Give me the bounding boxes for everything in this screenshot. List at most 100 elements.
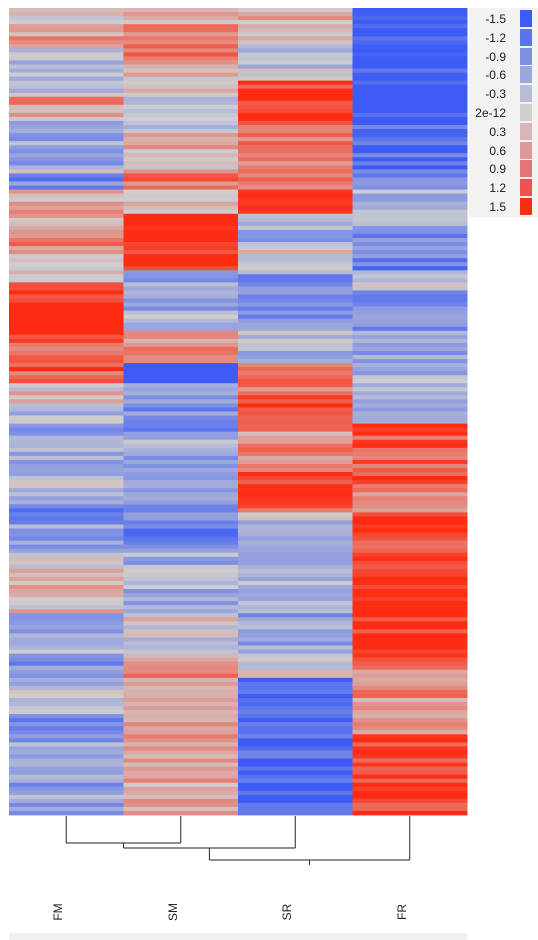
heatmap-cell-fr [352, 532, 468, 537]
heatmap-cell-fr [352, 52, 468, 57]
heatmap-cell-fr [352, 290, 468, 295]
heatmap-cell-sr [238, 782, 353, 788]
heatmap-cell-fm [9, 463, 124, 469]
heatmap-cell-sm [123, 116, 239, 122]
heatmap-cell-fr [352, 96, 468, 102]
heatmap-cell-sr [238, 92, 353, 98]
heatmap-cell-fm [9, 633, 124, 638]
heatmap-cell-sr [238, 250, 353, 255]
heatmap-cell-fm [9, 346, 124, 352]
heatmap-cell-fm [9, 685, 124, 691]
heatmap-cell-sr [238, 778, 353, 784]
heatmap-cell-sm [123, 702, 239, 707]
heatmap-cell-fm [9, 653, 124, 659]
heatmap-cell-sm [123, 157, 239, 162]
heatmap-cell-fr [352, 399, 468, 404]
heatmap-cell-fm [9, 76, 124, 82]
heatmap-cell-fm [9, 758, 124, 763]
heatmap-cell-fm [9, 242, 124, 247]
heatmap-cell-sm [123, 213, 239, 219]
heatmap-cell-fm [9, 488, 124, 493]
heatmap-cell-sm [123, 536, 239, 542]
heatmap-cell-fr [352, 782, 468, 788]
heatmap-cell-sm [123, 774, 239, 780]
heatmap-cell-fr [352, 278, 468, 283]
heatmap-cell-sm [123, 189, 239, 195]
heatmap-cell-sm [123, 96, 239, 102]
heatmap-cell-sm [123, 238, 239, 243]
heatmap-cell-fm [9, 133, 124, 138]
heatmap-cell-fr [352, 20, 468, 25]
heatmap-cell-sm [123, 298, 239, 303]
heatmap-cell-sm [123, 419, 239, 425]
heatmap-cell-sr [238, 120, 353, 126]
heatmap-cell-fr [352, 585, 468, 590]
heatmap-cell-fr [352, 262, 468, 267]
heatmap-cell-fm [9, 617, 124, 622]
legend-swatch [520, 10, 532, 27]
heatmap-cell-sm [123, 346, 239, 352]
heatmap-cell-sm [123, 677, 239, 683]
heatmap-cell-sr [238, 24, 353, 29]
heatmap-cell-fr [352, 403, 468, 408]
heatmap-cell-fm [9, 395, 124, 400]
heatmap-cell-fm [9, 129, 124, 134]
heatmap-cell-sr [238, 100, 353, 106]
heatmap-cell-fm [9, 641, 124, 646]
heatmap-cell-sm [123, 589, 239, 594]
heatmap-cell-sr [238, 605, 353, 610]
heatmap-cell-sm [123, 84, 239, 90]
heatmap-cell-sm [123, 318, 239, 324]
heatmap-cell-sm [123, 451, 239, 457]
heatmap-cell-sm [123, 209, 239, 215]
heatmap-cell-fr [352, 36, 468, 41]
heatmap-cell-sm [123, 326, 239, 332]
heatmap-cell-fr [352, 476, 468, 481]
heatmap-cell-sr [238, 80, 353, 86]
heatmap-cell-fm [9, 597, 124, 602]
heatmap-cell-fr [352, 395, 468, 400]
heatmap-cell-fr [352, 766, 468, 772]
legend-label: 2e-12 [475, 106, 506, 120]
heatmap-cell-fm [9, 326, 124, 332]
heatmap-cell-fm [9, 80, 124, 86]
heatmap-cell-sm [123, 564, 239, 570]
heatmap-cell-fm [9, 282, 124, 287]
heatmap-cell-sm [123, 722, 239, 727]
heatmap-cell-fr [352, 734, 468, 739]
heatmap-cell-sr [238, 564, 353, 570]
heatmap-cell-sr [238, 484, 353, 489]
heatmap-cell-fr [352, 601, 468, 606]
heatmap-cell-fm [9, 278, 124, 283]
heatmap-cell-fm [9, 12, 124, 17]
heatmap-cell-sm [123, 734, 239, 739]
heatmap-cell-fm [9, 407, 124, 412]
heatmap-cell-sr [238, 718, 353, 723]
heatmap-cell-fm [9, 621, 124, 626]
heatmap-cell-fm [9, 112, 124, 118]
heatmap-cell-sr [238, 334, 353, 340]
heatmap-cell-sr [238, 371, 353, 376]
heatmap-cell-sm [123, 532, 239, 537]
heatmap-cell-sm [123, 548, 239, 554]
heatmap-cell-fm [9, 44, 124, 49]
heatmap-cell-sm [123, 681, 239, 687]
heatmap-cell-fr [352, 673, 468, 679]
heatmap-cell-sr [238, 641, 353, 646]
heatmap-cell-sm [123, 516, 239, 521]
heatmap-cell-sm [123, 411, 239, 416]
color-legend: -1.5 -1.2 -0.9 -0.6 -0.3 2e-12 0.3 0.6 0.9 1.2 1.5 [469, 8, 538, 217]
heatmap-cell-fr [352, 310, 468, 316]
heatmap-cell-sr [238, 64, 353, 69]
heatmap-cell-sm [123, 36, 239, 41]
heatmap-cell-sr [238, 661, 353, 667]
heatmap-cell-fm [9, 532, 124, 537]
heatmap-cell-fr [352, 496, 468, 501]
heatmap-cell-sm [123, 762, 239, 767]
heatmap-cell-fr [352, 790, 468, 796]
heatmap-cell-sr [238, 645, 353, 650]
heatmap-cell-fm [9, 714, 124, 719]
heatmap-cell-fr [352, 472, 468, 477]
heatmap-cell-sr [238, 112, 353, 118]
heatmap-cell-sm [123, 714, 239, 719]
